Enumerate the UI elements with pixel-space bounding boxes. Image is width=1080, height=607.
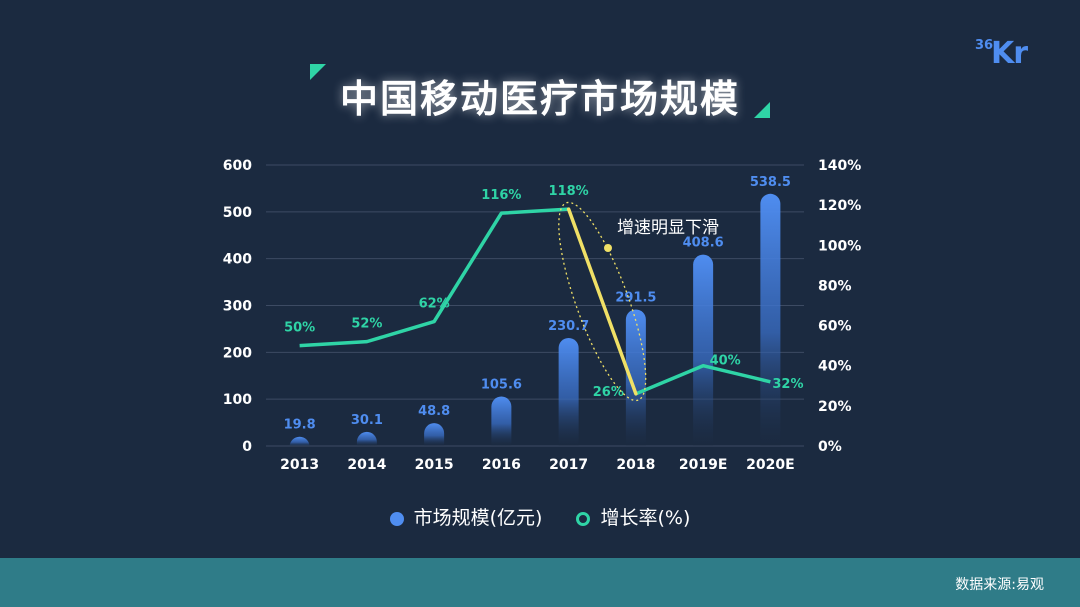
x-tick-label: 2014: [347, 457, 386, 473]
x-tick-label: 2016: [482, 457, 521, 473]
y-left-tick-label: 400: [223, 252, 252, 268]
bar-value-label: 19.8: [284, 418, 316, 433]
growth-line: [635, 363, 771, 396]
bar-value-label: 230.7: [548, 319, 589, 334]
logo-number: 36: [975, 38, 994, 53]
y-right-tick-label: 80%: [818, 278, 852, 294]
y-left-tick-label: 0: [242, 439, 252, 455]
y-right-tick-label: 40%: [818, 359, 852, 375]
y-right-tick-label: 60%: [818, 319, 852, 335]
bar: [558, 337, 579, 446]
bar-value-label: 408.6: [683, 236, 724, 251]
bar: [289, 436, 310, 447]
growth-line: [299, 207, 569, 348]
legend-bar-icon: [389, 511, 404, 526]
line-value-label: 62%: [419, 297, 450, 312]
footer-bar: 数据来源:易观: [0, 558, 1080, 607]
page-title: 中国移动医疗市场规模: [339, 77, 740, 121]
bar: [760, 193, 781, 446]
annotation-dot: [604, 244, 612, 252]
line-value-label: 116%: [481, 188, 521, 203]
x-tick-label: 2019E: [679, 457, 728, 473]
logo-letters: Kr: [991, 36, 1028, 71]
legend-line-icon: [576, 511, 591, 526]
line-value-label: 26%: [593, 385, 624, 400]
bar-value-label: 538.5: [750, 175, 791, 190]
y-right-tick-label: 100%: [818, 238, 861, 254]
bar: [693, 254, 714, 446]
bar-value-label: 105.6: [481, 378, 522, 393]
bar: [356, 431, 377, 446]
legend-item-market-size: 市场规模(亿元): [389, 503, 543, 530]
line-value-label: 40%: [710, 354, 741, 369]
y-right-tick-label: 20%: [818, 399, 852, 415]
y-left-tick-label: 200: [223, 345, 252, 361]
bar-value-label: 291.5: [615, 290, 656, 305]
legend-line-label: 增长率(%): [600, 507, 691, 529]
bar: [491, 396, 512, 446]
y-left-tick-label: 100: [223, 392, 252, 408]
y-left-tick-label: 300: [223, 299, 252, 315]
bar: [424, 423, 445, 446]
line-value-label: 118%: [549, 184, 589, 199]
line-value-label: 50%: [284, 321, 315, 336]
growth-line-highlight: [566, 207, 638, 396]
x-tick-label: 2020E: [746, 457, 795, 473]
y-right-tick-label: 0%: [818, 439, 842, 455]
y-left-tick-label: 600: [223, 158, 252, 174]
y-left-tick-label: 500: [223, 205, 252, 221]
x-tick-label: 2013: [280, 457, 319, 473]
y-right-tick-label: 120%: [818, 198, 861, 214]
title-corner-left-icon: [310, 64, 326, 80]
legend-item-growth-rate: 增长率(%): [576, 503, 690, 530]
legend-bar-label: 市场规模(亿元): [413, 507, 543, 529]
line-value-label: 52%: [351, 317, 382, 332]
y-right-tick-label: 140%: [818, 158, 861, 174]
bar: [625, 309, 646, 446]
bar-value-label: 48.8: [418, 404, 450, 419]
data-source: 数据来源:易观: [955, 577, 1044, 593]
x-tick-label: 2015: [415, 457, 454, 473]
bar-value-label: 30.1: [351, 413, 383, 428]
chart-legend: 市场规模(亿元) 增长率(%): [0, 503, 1080, 530]
x-tick-label: 2018: [616, 457, 655, 473]
title-corner-right-icon: [754, 102, 770, 118]
annotation-text: 增速明显下滑: [617, 218, 719, 238]
x-tick-label: 2017: [549, 457, 588, 473]
line-value-label: 32%: [772, 377, 803, 392]
